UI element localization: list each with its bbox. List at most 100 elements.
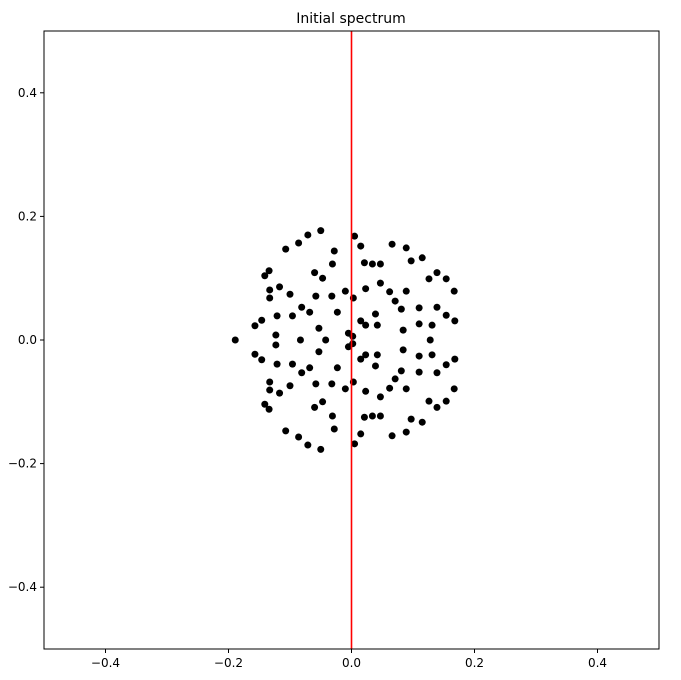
point — [304, 231, 312, 239]
point — [425, 275, 433, 283]
point — [295, 239, 303, 247]
point — [402, 287, 410, 295]
point — [258, 356, 266, 364]
point — [295, 433, 303, 441]
point — [376, 412, 384, 420]
point — [357, 317, 365, 325]
point — [418, 418, 426, 426]
point — [266, 378, 274, 386]
point — [415, 320, 423, 328]
point — [433, 303, 441, 311]
y-tick-label: −0.4 — [8, 580, 37, 594]
point — [328, 260, 336, 268]
point — [397, 367, 405, 375]
point — [362, 321, 370, 329]
point — [418, 254, 426, 262]
point — [402, 385, 410, 393]
point — [296, 336, 304, 344]
point — [368, 412, 376, 420]
point — [266, 286, 274, 294]
point — [368, 260, 376, 268]
point — [317, 227, 325, 235]
point — [388, 432, 396, 440]
point — [351, 232, 359, 240]
x-tick-label: 0.2 — [465, 656, 484, 670]
point — [442, 361, 450, 369]
point — [376, 260, 384, 268]
point — [341, 385, 349, 393]
point — [402, 428, 410, 436]
point — [328, 412, 336, 420]
point — [357, 355, 365, 363]
point — [433, 369, 441, 377]
point — [425, 397, 433, 405]
point — [261, 400, 269, 408]
point — [311, 403, 319, 411]
point — [286, 382, 294, 390]
point — [450, 385, 458, 393]
point — [391, 375, 399, 383]
point — [388, 240, 396, 248]
y-tick-label: 0.2 — [18, 209, 37, 223]
point — [282, 427, 290, 435]
point — [451, 317, 459, 325]
point — [272, 341, 280, 349]
point — [433, 403, 441, 411]
point — [341, 287, 349, 295]
point — [315, 348, 323, 356]
point — [428, 351, 436, 359]
point — [357, 242, 365, 250]
point — [428, 321, 436, 329]
point — [306, 364, 314, 372]
point — [231, 336, 239, 344]
point — [266, 294, 274, 302]
y-tick-label: 0.4 — [18, 86, 37, 100]
point — [386, 384, 394, 392]
point — [376, 393, 384, 401]
point — [312, 292, 320, 300]
point — [258, 316, 266, 324]
point — [251, 350, 259, 358]
point — [407, 257, 415, 265]
point — [286, 290, 294, 298]
point — [391, 297, 399, 305]
chart-title: Initial spectrum — [296, 11, 405, 27]
point — [298, 369, 306, 377]
point — [311, 269, 319, 277]
point — [273, 312, 281, 320]
plot-frame — [43, 30, 660, 650]
point — [333, 364, 341, 372]
point — [312, 380, 320, 388]
point — [276, 389, 284, 397]
point — [360, 259, 368, 267]
point — [330, 247, 338, 255]
point — [261, 272, 269, 280]
point — [306, 308, 314, 316]
point — [407, 415, 415, 423]
point — [415, 368, 423, 376]
point — [442, 275, 450, 283]
y-tick-label: −0.2 — [8, 457, 37, 471]
x-tick-label: −0.2 — [214, 656, 243, 670]
point — [371, 310, 379, 318]
point — [333, 308, 341, 316]
point — [298, 303, 306, 311]
point — [319, 398, 327, 406]
point — [362, 387, 370, 395]
point — [399, 326, 407, 334]
point — [442, 397, 450, 405]
point — [282, 245, 290, 253]
point — [349, 332, 357, 340]
point — [399, 346, 407, 354]
point — [360, 413, 368, 421]
point — [265, 267, 273, 275]
point — [349, 340, 357, 348]
point — [362, 285, 370, 293]
point — [357, 430, 365, 438]
point — [288, 312, 296, 320]
point — [397, 305, 405, 313]
point — [288, 360, 296, 368]
point — [373, 351, 381, 359]
point — [304, 441, 312, 449]
